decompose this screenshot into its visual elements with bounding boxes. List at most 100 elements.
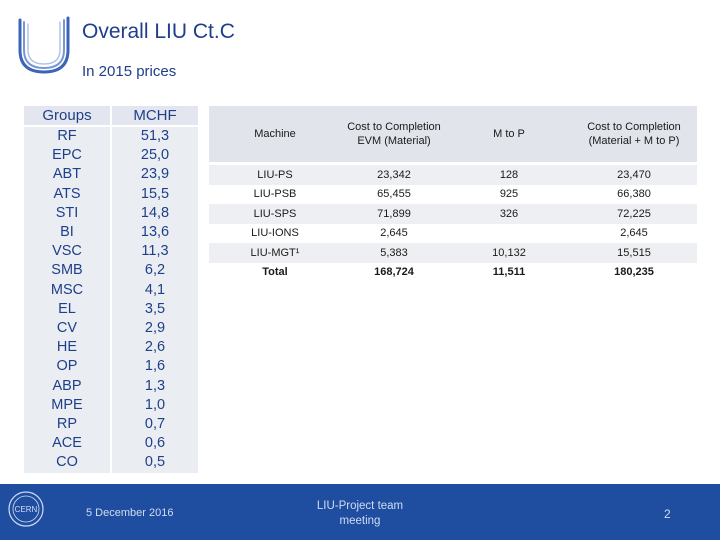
evm-value: 2,645 [341, 223, 447, 243]
table-row: OP 1,6 [24, 357, 198, 377]
table-row: LIU-PS 23,342 128 23,470 [209, 163, 697, 185]
group-value: 1,6 [112, 357, 198, 377]
total-value: 23,470 [571, 163, 697, 185]
group-name: CV [24, 319, 110, 339]
group-value: 6,2 [112, 261, 198, 281]
table-row: CV 2,9 [24, 319, 198, 339]
table-row: EL 3,5 [24, 299, 198, 320]
page-number: 2 [664, 507, 671, 521]
footer-date: 5 December 2016 [86, 507, 174, 519]
total-value: 66,380 [571, 184, 697, 204]
evm-value: 65,455 [341, 184, 447, 204]
footer-project-line1: LIU-Project team [316, 500, 404, 512]
table-row: SMB 6,2 [24, 261, 198, 281]
group-name: SMB [24, 261, 110, 281]
groups-header: Groups [24, 106, 110, 127]
evm-value: 71,899 [341, 204, 447, 224]
total-value: 72,225 [571, 204, 697, 224]
group-value: 15,5 [112, 184, 198, 204]
group-name: BI [24, 223, 110, 243]
group-name: MSC [24, 280, 110, 300]
table-row: STI 14,8 [24, 203, 198, 224]
group-name: ABP [24, 376, 110, 396]
machine-cost-table: Machine Cost to Completion EVM (Material… [209, 106, 697, 282]
total-value: 180,235 [571, 262, 697, 282]
evm-value: 23,342 [341, 163, 447, 185]
evm-value: 5,383 [341, 243, 447, 263]
group-value: 25,0 [112, 146, 198, 166]
table-row: ACE 0,6 [24, 434, 198, 454]
group-name: OP [24, 357, 110, 377]
machine-name: LIU-IONS [209, 223, 341, 243]
liu-logo-icon [18, 16, 70, 74]
m-to-p-value: 128 [447, 163, 571, 185]
group-value: 23,9 [112, 165, 198, 185]
group-value: 2,9 [112, 319, 198, 339]
group-value: 3,5 [112, 299, 198, 320]
m-to-p-value: 11,511 [447, 262, 571, 282]
group-value: 1,0 [112, 395, 198, 416]
group-value: 51,3 [112, 126, 198, 147]
total-value: 2,645 [571, 223, 697, 243]
machine-name: Total [209, 262, 341, 282]
group-value: 1,3 [112, 376, 198, 396]
machine-name: LIU-PS [209, 163, 341, 185]
table-row: EPC 25,0 [24, 146, 198, 166]
table-row: ABP 1,3 [24, 376, 198, 396]
group-name: RP [24, 415, 110, 435]
group-value: 0,5 [112, 453, 198, 473]
table-row: LIU-SPS 71,899 326 72,225 [209, 204, 697, 224]
m-to-p-header: M to P [447, 106, 571, 165]
table-row: ABT 23,9 [24, 165, 198, 185]
table-row: LIU-PSB 65,455 925 66,380 [209, 184, 697, 204]
group-value: 13,6 [112, 223, 198, 243]
machine-header: Machine [209, 106, 341, 165]
table-row: LIU-IONS 2,645 2,645 [209, 223, 697, 243]
table-row: RF 51,3 [24, 126, 198, 147]
m-to-p-value: 925 [447, 184, 571, 204]
footer-bar: CERN 5 December 2016 LIU-Project team me… [0, 484, 720, 540]
mchf-header: MCHF [112, 106, 198, 127]
table-row: RP 0,7 [24, 415, 198, 435]
total-value: 15,515 [571, 243, 697, 263]
table-row: VSC 11,3 [24, 242, 198, 262]
table-row: LIU-MGT¹ 5,383 10,132 15,515 [209, 243, 697, 263]
m-to-p-value: 326 [447, 204, 571, 224]
evm-header: Cost to Completion EVM (Material) [341, 106, 447, 165]
machine-name: LIU-MGT¹ [209, 243, 341, 263]
table-row: CO 0,5 [24, 453, 198, 473]
table-row: HE 2,6 [24, 338, 198, 358]
cern-logo-text: CERN [15, 505, 38, 514]
footer-project-line2: meeting [339, 515, 381, 527]
groups-cost-table: Groups MCHF RF 51,3 EPC 25,0 ABT 23,9 ATS 15,5 S… [24, 106, 198, 473]
group-name: EPC [24, 146, 110, 166]
group-value: 11,3 [112, 242, 198, 262]
evm-value: 168,724 [341, 262, 447, 282]
m-to-p-value: 10,132 [447, 243, 571, 263]
group-value: 2,6 [112, 338, 198, 358]
group-name: ATS [24, 184, 110, 204]
table-row: Total 168,724 11,511 180,235 [209, 262, 697, 282]
table-row: BI 13,6 [24, 223, 198, 243]
group-name: CO [24, 453, 110, 473]
cost-to-completion-header: Cost to Completion (Material + M to P) [571, 106, 697, 165]
slide-title: Overall LIU Ct.C [82, 20, 235, 43]
machine-name: LIU-SPS [209, 204, 341, 224]
group-name: ABT [24, 165, 110, 185]
group-name: MPE [24, 395, 110, 416]
footer-project: LIU-Project team meeting [300, 499, 420, 529]
group-value: 0,7 [112, 415, 198, 435]
group-name: VSC [24, 242, 110, 262]
slide-subtitle: In 2015 prices [82, 63, 177, 80]
group-value: 14,8 [112, 203, 198, 224]
table-row: ATS 15,5 [24, 184, 198, 204]
table-row: MPE 1,0 [24, 395, 198, 416]
group-name: EL [24, 299, 110, 320]
group-value: 0,6 [112, 434, 198, 454]
m-to-p-value [447, 223, 571, 243]
group-name: RF [24, 126, 110, 147]
group-name: STI [24, 203, 110, 224]
cern-logo-icon: CERN [8, 491, 44, 527]
group-name: ACE [24, 434, 110, 454]
group-name: HE [24, 338, 110, 358]
